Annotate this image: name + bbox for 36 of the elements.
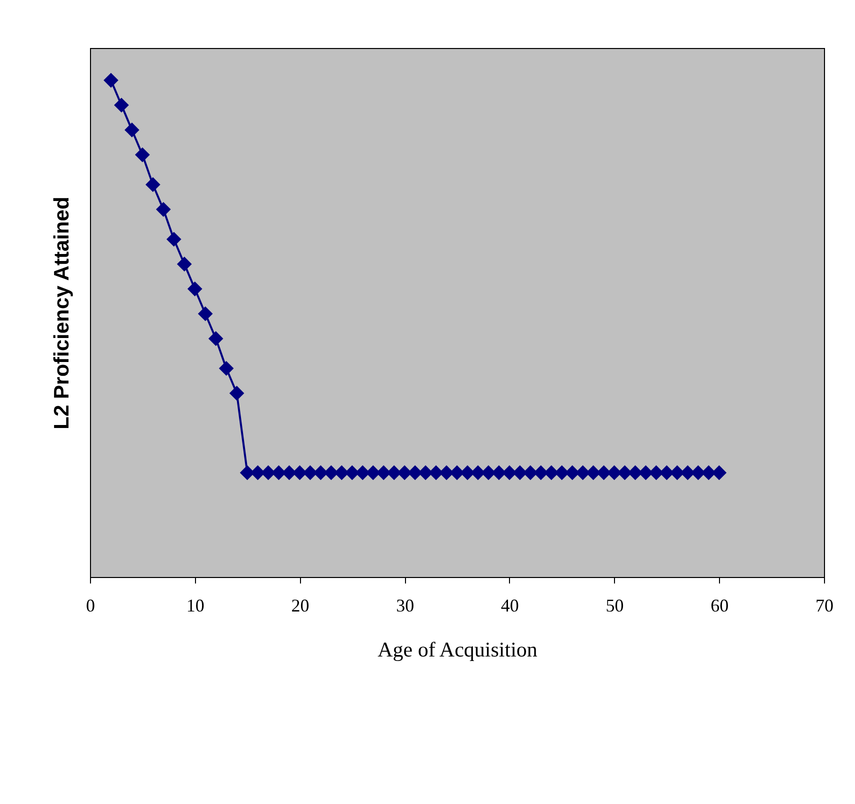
y-axis-title: L2 Proficiency Attained (50, 196, 74, 430)
point (712, 465, 727, 480)
x-axis-title: Age of Acquisition (378, 638, 538, 662)
point (470, 465, 486, 480)
x-tick-label: 20 (291, 596, 310, 616)
x-tick-label: 0 (86, 596, 95, 616)
point (166, 232, 182, 247)
point (408, 465, 422, 480)
point (135, 147, 150, 162)
point (450, 465, 464, 480)
point (229, 386, 244, 401)
point (512, 465, 528, 480)
x-tick-label: 50 (606, 596, 624, 616)
point (502, 465, 517, 480)
point (156, 202, 171, 217)
x-tick-label: 70 (816, 596, 834, 616)
point (146, 177, 160, 192)
point (218, 360, 234, 376)
point (460, 465, 475, 480)
point (208, 331, 224, 346)
point (439, 465, 454, 480)
point (114, 98, 129, 113)
x-tick-label: 30 (396, 596, 414, 616)
point (397, 465, 412, 480)
point (176, 256, 192, 272)
point (124, 122, 140, 138)
point (386, 465, 402, 480)
point (492, 465, 506, 480)
x-tick-label: 10 (186, 596, 204, 616)
x-tick-label: 40 (500, 596, 519, 616)
point (187, 281, 202, 296)
point (428, 465, 444, 480)
point (198, 306, 213, 322)
point (481, 465, 496, 480)
x-tick-label: 60 (710, 596, 729, 616)
point (104, 72, 118, 88)
